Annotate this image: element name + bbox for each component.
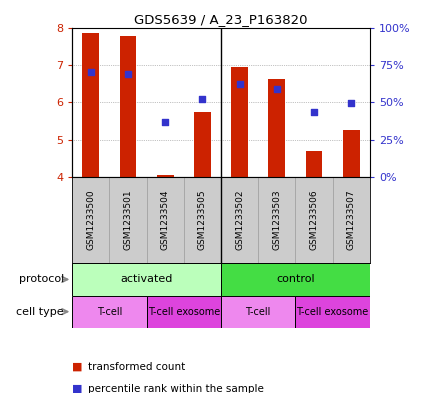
Text: transformed count: transformed count (88, 362, 186, 372)
Bar (231, 67, 248, 177)
Text: ■: ■ (72, 362, 83, 372)
Text: T-cell: T-cell (97, 307, 122, 317)
Point (236, 80, 243, 86)
Bar (120, 36, 136, 177)
Bar (295, 296, 370, 328)
Point (88, 68, 94, 75)
Point (199, 96, 206, 102)
Bar (343, 130, 360, 177)
Bar (147, 296, 221, 328)
Bar (72, 263, 221, 296)
Point (125, 71, 131, 77)
Text: GSM1233506: GSM1233506 (309, 190, 318, 250)
Bar (157, 175, 173, 177)
Point (273, 86, 280, 92)
Bar (82, 33, 99, 177)
Text: T-cell exosome: T-cell exosome (296, 307, 368, 317)
Text: GSM1233507: GSM1233507 (347, 190, 356, 250)
Text: GSM1233505: GSM1233505 (198, 190, 207, 250)
Text: T-cell exosome: T-cell exosome (148, 307, 220, 317)
Point (311, 108, 317, 115)
Text: cell type: cell type (16, 307, 64, 317)
Bar (72, 296, 147, 328)
Text: control: control (276, 274, 314, 285)
Text: activated: activated (120, 274, 173, 285)
Text: GSM1233504: GSM1233504 (161, 190, 170, 250)
Text: GSM1233500: GSM1233500 (86, 190, 95, 250)
Text: percentile rank within the sample: percentile rank within the sample (88, 384, 264, 393)
Bar (221, 263, 370, 296)
Bar (194, 112, 211, 177)
Text: T-cell: T-cell (246, 307, 271, 317)
Point (348, 100, 354, 107)
Bar (221, 296, 295, 328)
Bar (269, 79, 285, 177)
Text: protocol: protocol (19, 274, 64, 285)
Point (162, 118, 169, 125)
Text: GSM1233501: GSM1233501 (124, 190, 133, 250)
Text: ■: ■ (72, 384, 83, 393)
Bar (306, 151, 322, 177)
Text: GSM1233502: GSM1233502 (235, 190, 244, 250)
Text: GSM1233503: GSM1233503 (272, 190, 281, 250)
Title: GDS5639 / A_23_P163820: GDS5639 / A_23_P163820 (134, 13, 308, 26)
